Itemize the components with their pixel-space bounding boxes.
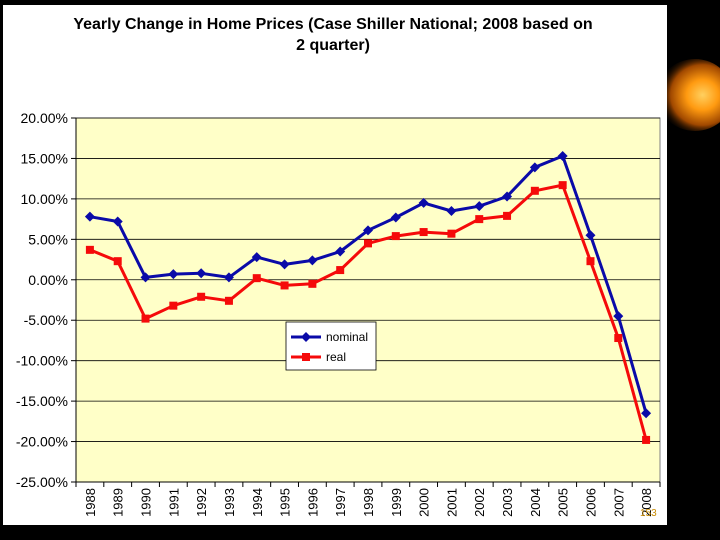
legend-label-nominal: nominal xyxy=(326,330,368,344)
chart-title-line-2: 2 quarter) xyxy=(296,37,370,54)
x-tick-label: 2000 xyxy=(417,488,432,517)
point-real xyxy=(364,239,372,248)
point-real xyxy=(252,274,261,283)
point-real xyxy=(280,281,289,290)
point-nominal xyxy=(529,162,540,173)
y-tick-label: -20.00% xyxy=(16,434,68,450)
legend-box xyxy=(285,321,377,371)
point-real xyxy=(391,232,400,241)
legend-marker-real xyxy=(302,353,310,361)
point-nominal xyxy=(251,252,262,263)
point-nominal xyxy=(363,225,373,236)
x-tick-label: 1996 xyxy=(305,488,320,517)
point-real xyxy=(558,181,567,190)
x-tick-label: 2006 xyxy=(583,488,598,517)
y-tick-label: -5.00% xyxy=(24,312,68,328)
x-tick-label: 1999 xyxy=(389,488,404,517)
y-tick-label: -25.00% xyxy=(16,474,68,490)
x-tick-label: 1997 xyxy=(333,488,348,517)
point-nominal xyxy=(474,201,485,212)
y-tick-label: 10.00% xyxy=(21,191,68,207)
y-tick-label: 15.00% xyxy=(21,150,68,166)
point-real xyxy=(169,301,178,310)
point-nominal xyxy=(446,206,457,217)
point-nominal xyxy=(223,272,234,283)
point-real xyxy=(475,215,484,224)
x-tick-label: 1994 xyxy=(250,488,265,517)
point-real xyxy=(197,292,206,301)
chart-title-line-1: Yearly Change in Home Prices (Case Shill… xyxy=(73,16,593,33)
point-nominal xyxy=(502,191,513,202)
plot-area xyxy=(75,117,661,483)
slide-number: 153 xyxy=(640,508,657,519)
x-tick-label: 1989 xyxy=(111,488,126,517)
point-nominal xyxy=(390,212,401,223)
x-tick-label: 1993 xyxy=(222,488,237,517)
point-nominal xyxy=(641,408,652,419)
x-tick-label: 1988 xyxy=(83,488,98,517)
point-nominal xyxy=(279,259,290,270)
point-real xyxy=(503,211,512,220)
point-real xyxy=(141,314,150,323)
decorative-orb xyxy=(657,59,720,131)
point-nominal xyxy=(557,151,568,162)
point-real xyxy=(419,228,428,237)
legend-marker-nominal xyxy=(301,332,311,342)
point-nominal xyxy=(112,216,123,227)
point-real xyxy=(308,279,317,288)
point-nominal xyxy=(84,211,95,222)
x-tick-label: 1998 xyxy=(361,488,376,517)
point-real xyxy=(113,257,122,266)
x-tick-label: 2007 xyxy=(611,488,626,517)
point-nominal xyxy=(196,268,207,279)
chart-title: Yearly Change in Home Prices (Case Shill… xyxy=(3,14,663,56)
y-tick-label: 20.00% xyxy=(21,110,68,126)
point-nominal xyxy=(335,246,346,257)
point-real xyxy=(586,257,595,266)
x-tick-label: 2008 xyxy=(639,488,654,517)
point-nominal xyxy=(585,230,596,241)
point-real xyxy=(614,334,623,343)
x-tick-label: 2001 xyxy=(444,488,459,517)
point-nominal xyxy=(418,197,429,208)
point-real xyxy=(224,296,233,305)
line-chart: 20.00% 15.00% 10.00% 5.00% 0.00% -5.00% -10.00… xyxy=(16,110,661,517)
y-tick-label: -15.00% xyxy=(16,393,68,409)
y-tick-label: 0.00% xyxy=(28,272,68,288)
point-nominal xyxy=(168,269,179,280)
point-real xyxy=(447,229,456,238)
x-tick-label: 1990 xyxy=(139,488,154,517)
x-tick-label: 2005 xyxy=(556,488,571,517)
x-tick-label: 1992 xyxy=(194,488,209,517)
point-nominal xyxy=(613,311,624,322)
point-real xyxy=(85,245,94,254)
x-tick-label: 1995 xyxy=(278,488,293,517)
point-nominal xyxy=(140,272,151,283)
x-tick-label: 2003 xyxy=(500,488,515,517)
y-tick-label: 5.00% xyxy=(28,231,68,247)
point-real xyxy=(336,266,345,275)
x-tick-label: 1991 xyxy=(166,488,181,517)
point-nominal xyxy=(307,255,318,266)
y-tick-label: -10.00% xyxy=(16,353,68,369)
legend-label-real: real xyxy=(326,350,346,364)
point-real xyxy=(530,186,539,195)
chart-panel: Yearly Change in Home Prices (Case Shill… xyxy=(3,5,667,525)
x-tick-label: 2004 xyxy=(528,488,543,517)
x-tick-label: 2002 xyxy=(472,488,487,517)
point-real xyxy=(642,435,651,444)
